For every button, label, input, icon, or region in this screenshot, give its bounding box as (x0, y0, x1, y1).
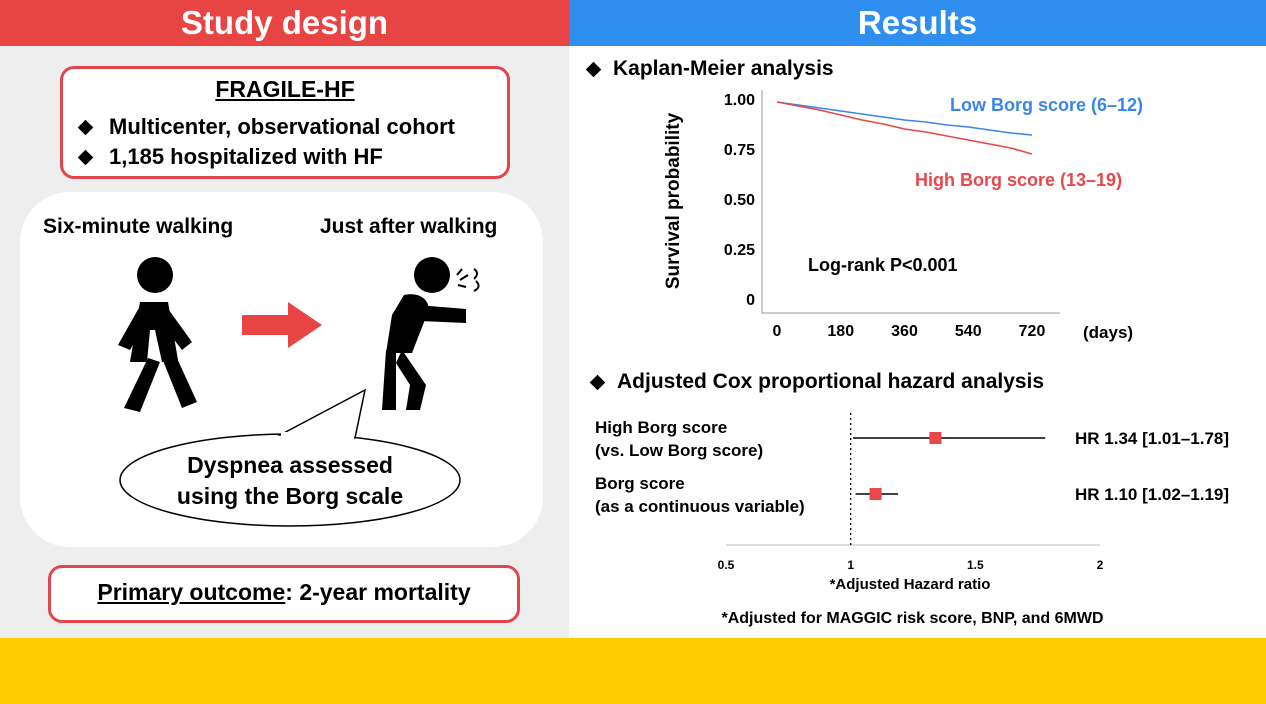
outcome-text: Primary outcome: 2-year mortality (48, 579, 520, 606)
km-y-axis-label: Survival probability (663, 112, 684, 290)
km-plot (761, 90, 1060, 314)
km-x-unit: (days) (1083, 323, 1134, 342)
cox-section-title: Adjusted Cox proportional hazard analysi… (589, 370, 1045, 394)
km-log-rank: Log-rank P<0.001 (808, 255, 958, 275)
km-section-title: Kaplan-Meier analysis (585, 57, 834, 81)
forest-x-tick: 0.5 (717, 558, 735, 572)
conclusion-banner (0, 638, 1266, 704)
km-low-label: Low Borg score (6–12) (950, 95, 1144, 115)
results-title: Results (857, 4, 978, 41)
km-y-tick: 1.00 (723, 92, 755, 109)
cohort-bullet-1: Multicenter, observational cohort (77, 114, 455, 140)
diamond-bullet-icon (589, 374, 606, 390)
study-design-title: Study design (180, 4, 389, 41)
tired-person-icon (382, 257, 480, 410)
cox-row2-hr: HR 1.10 [1.02–1.19] (1075, 485, 1230, 504)
after-walking-label: Just after walking (320, 215, 498, 238)
bullet-text: Multicenter, observational cohort (109, 114, 455, 139)
diamond-bullet-icon (77, 119, 94, 135)
km-x-tick: 0 (772, 323, 782, 340)
km-y-tick: 0 (746, 292, 755, 309)
results-header: Results (569, 0, 1266, 46)
cox-row2-label1: Borg score (595, 474, 685, 493)
diamond-bullet-icon (585, 61, 602, 77)
km-x-tick: 180 (827, 323, 855, 340)
km-high-label: High Borg score (13–19) (915, 170, 1123, 190)
diamond-bullet-icon (77, 149, 94, 165)
cox-footnote: *Adjusted for MAGGIC risk score, BNP, an… (721, 610, 1104, 627)
outcome-label: Primary outcome (97, 579, 286, 605)
forest-x-tick: 2 (1096, 558, 1104, 572)
km-series-line-low (776, 101, 1033, 136)
forest-x-tick: 1 (847, 558, 854, 572)
km-axis (761, 90, 1060, 314)
cox-row2-label2: (as a continuous variable) (595, 497, 805, 516)
speech-line-1: Dyspnea assessed (187, 452, 393, 478)
km-y-tick: 0.50 (723, 192, 755, 209)
km-x-tick: 540 (954, 323, 982, 340)
forest-x-tick: 1.5 (966, 558, 984, 572)
speech-line-2: using the Borg scale (176, 483, 404, 509)
km-x-tick: 360 (891, 323, 918, 340)
cox-row1-label1: High Borg score (595, 418, 728, 437)
cox-title-text: Adjusted Cox proportional hazard analysi… (617, 370, 1045, 393)
cox-row1-label2: (vs. Low Borg score) (595, 441, 764, 460)
km-series-line-high (776, 101, 1033, 155)
cohort-bullet-2: 1,185 hospitalized with HF (77, 144, 383, 170)
cohort-title: FRAGILE-HF (215, 76, 355, 102)
km-x-tick: 720 (1018, 323, 1046, 340)
km-y-tick: 0.75 (723, 142, 755, 159)
outcome-box (48, 565, 520, 623)
cohort-box (60, 66, 510, 179)
right-arrow-icon (242, 302, 322, 348)
forest-hr-marker (869, 488, 882, 500)
bullet-text: 1,185 hospitalized with HF (109, 144, 383, 169)
walking-person-icon (118, 257, 197, 412)
walking-label: Six-minute walking (43, 215, 234, 238)
forest-hr-marker (929, 432, 942, 444)
forest-x-label: *Adjusted Hazard ratio (829, 576, 991, 593)
forest-plot (726, 413, 1100, 546)
km-y-tick: 0.25 (723, 242, 755, 259)
outcome-value: : 2-year mortality (285, 579, 471, 605)
cox-row1-hr: HR 1.34 [1.01–1.78] (1075, 429, 1230, 448)
km-title-text: Kaplan-Meier analysis (613, 57, 834, 80)
study-design-header: Study design (0, 0, 569, 46)
speech-bubble-shape (119, 388, 461, 527)
